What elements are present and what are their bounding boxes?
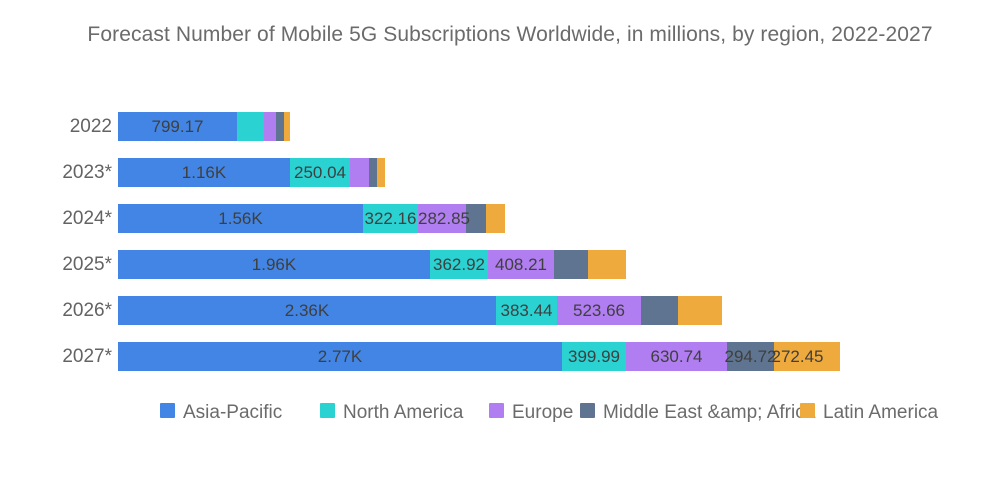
bar-row: 2025* 1.96K 362.92 408.21 [0, 250, 1000, 279]
category-label-2027: 2027* [62, 346, 112, 367]
bar-segment-north-america[interactable] [496, 296, 557, 325]
legend-label: Asia-Pacific [183, 402, 283, 423]
plot-area: 2022 799.17 2023* 1.16K 250.04 [0, 112, 1000, 392]
bar-row: 2022 799.17 [0, 112, 1000, 141]
bar-segment-middle-east-africa[interactable] [641, 296, 678, 325]
bar-segment-latin-america[interactable] [678, 296, 722, 325]
bar-segment-latin-america[interactable] [774, 342, 840, 371]
bar-segment-europe[interactable] [418, 204, 466, 233]
bar-track-2026: 2.36K 383.44 523.66 [118, 296, 722, 325]
bar-segment-europe[interactable] [626, 342, 727, 371]
chart-title: Forecast Number of Mobile 5G Subscriptio… [87, 23, 933, 46]
bar-segment-asia-pacific[interactable] [118, 204, 363, 233]
legend-swatch-icon [160, 403, 175, 418]
bar-segment-europe[interactable] [557, 296, 641, 325]
legend-swatch-icon [800, 403, 815, 418]
bar-segment-north-america[interactable] [363, 204, 418, 233]
category-label-2026: 2026* [62, 300, 112, 321]
bar-segment-europe[interactable] [264, 112, 276, 141]
bar-segment-north-america[interactable] [290, 158, 350, 187]
bar-segment-north-america[interactable] [562, 342, 626, 371]
legend-label: Europe [512, 402, 574, 423]
legend-label: Latin America [823, 402, 939, 423]
legend-label: Middle East &amp; Africa [603, 402, 816, 423]
bar-track-2025: 1.96K 362.92 408.21 [118, 250, 626, 279]
bar-row: 2026* 2.36K 383.44 523.66 [0, 296, 1000, 325]
bar-segment-latin-america[interactable] [588, 250, 626, 279]
bar-segment-latin-america[interactable] [377, 158, 385, 187]
bar-segment-asia-pacific[interactable] [118, 250, 430, 279]
bar-segment-latin-america[interactable] [486, 204, 505, 233]
bar-row: 2023* 1.16K 250.04 [0, 158, 1000, 187]
category-label-2022: 2022 [69, 116, 112, 137]
bar-segment-north-america[interactable] [430, 250, 488, 279]
category-label-2024: 2024* [62, 208, 112, 229]
bar-segment-europe[interactable] [350, 158, 369, 187]
bar-row: 2027* 2.77K 399.99 630.74 294.72 272.45 [0, 342, 1000, 371]
bar-track-2023: 1.16K 250.04 [118, 158, 385, 187]
bar-track-2024: 1.56K 322.16 282.85 [118, 204, 505, 233]
bar-segment-middle-east-africa[interactable] [554, 250, 588, 279]
bar-segment-middle-east-africa[interactable] [466, 204, 486, 233]
legend-label: North America [343, 402, 464, 423]
bar-segment-asia-pacific[interactable] [118, 158, 290, 187]
bar-segment-europe[interactable] [488, 250, 554, 279]
legend-swatch-icon [320, 403, 335, 418]
bar-track-2022: 799.17 [118, 112, 290, 141]
bar-segment-latin-america[interactable] [284, 112, 290, 141]
legend-swatch-icon [580, 403, 595, 418]
bar-segment-north-america[interactable] [237, 112, 264, 141]
bar-segment-middle-east-africa[interactable] [369, 158, 377, 187]
bar-row: 2024* 1.56K 322.16 282.85 [0, 204, 1000, 233]
chart-legend: Asia-Pacific North America Europe Middle… [0, 398, 1000, 428]
bar-segment-asia-pacific[interactable] [118, 342, 562, 371]
bar-segment-middle-east-africa[interactable] [727, 342, 774, 371]
category-label-2023: 2023* [62, 162, 112, 183]
legend-swatch-icon [489, 403, 504, 418]
category-label-2025: 2025* [62, 254, 112, 275]
bar-segment-asia-pacific[interactable] [118, 112, 237, 141]
bar-segment-asia-pacific[interactable] [118, 296, 496, 325]
bar-segment-middle-east-africa[interactable] [276, 112, 284, 141]
bar-track-2027: 2.77K 399.99 630.74 294.72 272.45 [118, 342, 840, 371]
